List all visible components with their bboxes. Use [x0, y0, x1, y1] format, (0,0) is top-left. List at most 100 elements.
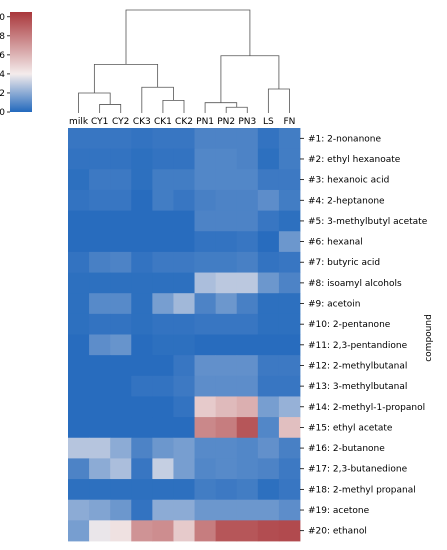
heatmap-cell: [278, 128, 301, 150]
heatmap-cell: [236, 272, 259, 294]
heatmap-cell: [173, 251, 195, 273]
heatmap-cell: [68, 210, 90, 232]
heatmap-cell: [215, 499, 238, 521]
heatmap-cell: [236, 355, 259, 377]
heatmap-cell: [89, 251, 111, 273]
heatmap-cell: [173, 148, 195, 170]
heatmap-cell: [194, 334, 217, 356]
heatmap-cell: [173, 293, 195, 315]
heatmap-cell: [278, 479, 301, 501]
row-label: #20: ethanol: [308, 527, 367, 537]
heatmap-cell: [257, 272, 280, 294]
heatmap-cell: [215, 293, 238, 315]
heatmap-cell: [152, 375, 174, 397]
row-label: #16: 2-butanone: [308, 444, 385, 454]
heatmap-cell: [194, 272, 217, 294]
row-labels: #1: 2-nonanone #2: ethyl hexanoate #3: hex…: [300, 134, 428, 537]
row-label: #15: ethyl acetate: [308, 423, 393, 433]
heatmap-cell: [194, 293, 217, 315]
heatmap-cell: [278, 520, 301, 542]
heatmap-cell: [68, 313, 90, 335]
heatmap-cell: [194, 458, 217, 480]
heatmap-cell: [68, 334, 90, 356]
heatmap-cell: [236, 313, 259, 335]
heatmap-cell: [194, 251, 217, 273]
heatmap-cell: [278, 375, 301, 397]
colorbar-gradient: [10, 12, 32, 112]
heatmap-cell: [257, 375, 280, 397]
heatmap-cell: [278, 334, 301, 356]
heatmap-cell: [257, 148, 280, 170]
heatmap-cell: [215, 520, 238, 542]
heatmap-cell: [68, 272, 90, 294]
dendrogram-link: [267, 88, 290, 113]
heatmap-cell: [278, 396, 301, 418]
heatmap-cell: [194, 375, 217, 397]
heatmap-cell: [110, 396, 132, 418]
dendrogram-link: [78, 92, 111, 113]
heatmap-cell: [131, 479, 153, 501]
heatmap-cell: [278, 148, 301, 170]
heatmap-cell: [257, 128, 280, 150]
heatmap-cell: [131, 334, 153, 356]
heatmap-cell: [152, 417, 174, 439]
colorbar-tick-label: 10: [0, 13, 5, 23]
column-label: CK3: [133, 117, 151, 127]
heatmap-cell: [110, 293, 132, 315]
heatmap-cell: [278, 231, 301, 253]
heatmap-cell: [257, 437, 280, 459]
heatmap-cell: [215, 458, 238, 480]
heatmap-cell: [173, 375, 195, 397]
heatmap-cells: [68, 128, 301, 542]
heatmap-cell: [194, 128, 217, 150]
heatmap-cell: [89, 128, 111, 150]
heatmap-cell: [110, 313, 132, 335]
heatmap-cell: [152, 272, 174, 294]
row-label: #10: 2-pentanone: [308, 320, 391, 330]
column-label: LS: [263, 117, 274, 127]
heatmap-cell: [89, 417, 111, 439]
heatmap-cell: [194, 210, 217, 232]
column-label: CK1: [154, 117, 172, 127]
heatmap-cell: [89, 499, 111, 521]
heatmap-cell: [110, 128, 132, 150]
heatmap-cell: [110, 458, 132, 480]
heatmap-cell: [194, 417, 217, 439]
heatmap-cell: [236, 169, 259, 191]
heatmap-cell: [110, 231, 132, 253]
heatmap-cell: [110, 148, 132, 170]
heatmap-cell: [68, 520, 90, 542]
colorbar-tick-label: 4: [0, 70, 5, 80]
heatmap-cell: [131, 355, 153, 377]
row-label: #12: 2-methylbutanal: [308, 361, 407, 371]
heatmap-cell: [68, 396, 90, 418]
column-label: milk: [69, 117, 89, 127]
heatmap-cell: [215, 128, 238, 150]
heatmap-cell: [257, 417, 280, 439]
heatmap-cell: [257, 189, 280, 211]
column-label: PN1: [196, 117, 214, 127]
heatmap-cell: [89, 231, 111, 253]
heatmap-cell: [194, 499, 217, 521]
heatmap-cell: [194, 437, 217, 459]
heatmap-cell: [173, 499, 195, 521]
heatmap-cell: [215, 417, 238, 439]
heatmap-cell: [278, 437, 301, 459]
heatmap-cell: [110, 251, 132, 273]
heatmap-cell: [152, 396, 174, 418]
heatmap-cell: [89, 148, 111, 170]
row-label: #9: acetoin: [308, 300, 360, 310]
heatmap-cell: [236, 396, 259, 418]
heatmap-cell: [89, 437, 111, 459]
heatmap-cell: [131, 458, 153, 480]
heatmap-cell: [215, 375, 238, 397]
heatmap-cell: [68, 417, 90, 439]
heatmap-cell: [89, 458, 111, 480]
heatmap-cell: [236, 148, 259, 170]
heatmap-cell: [131, 210, 153, 232]
heatmap-cell: [236, 210, 259, 232]
heatmap-cell: [194, 355, 217, 377]
heatmap-cell: [278, 313, 301, 335]
heatmap-cell: [278, 293, 301, 315]
heatmap-cell: [257, 499, 280, 521]
